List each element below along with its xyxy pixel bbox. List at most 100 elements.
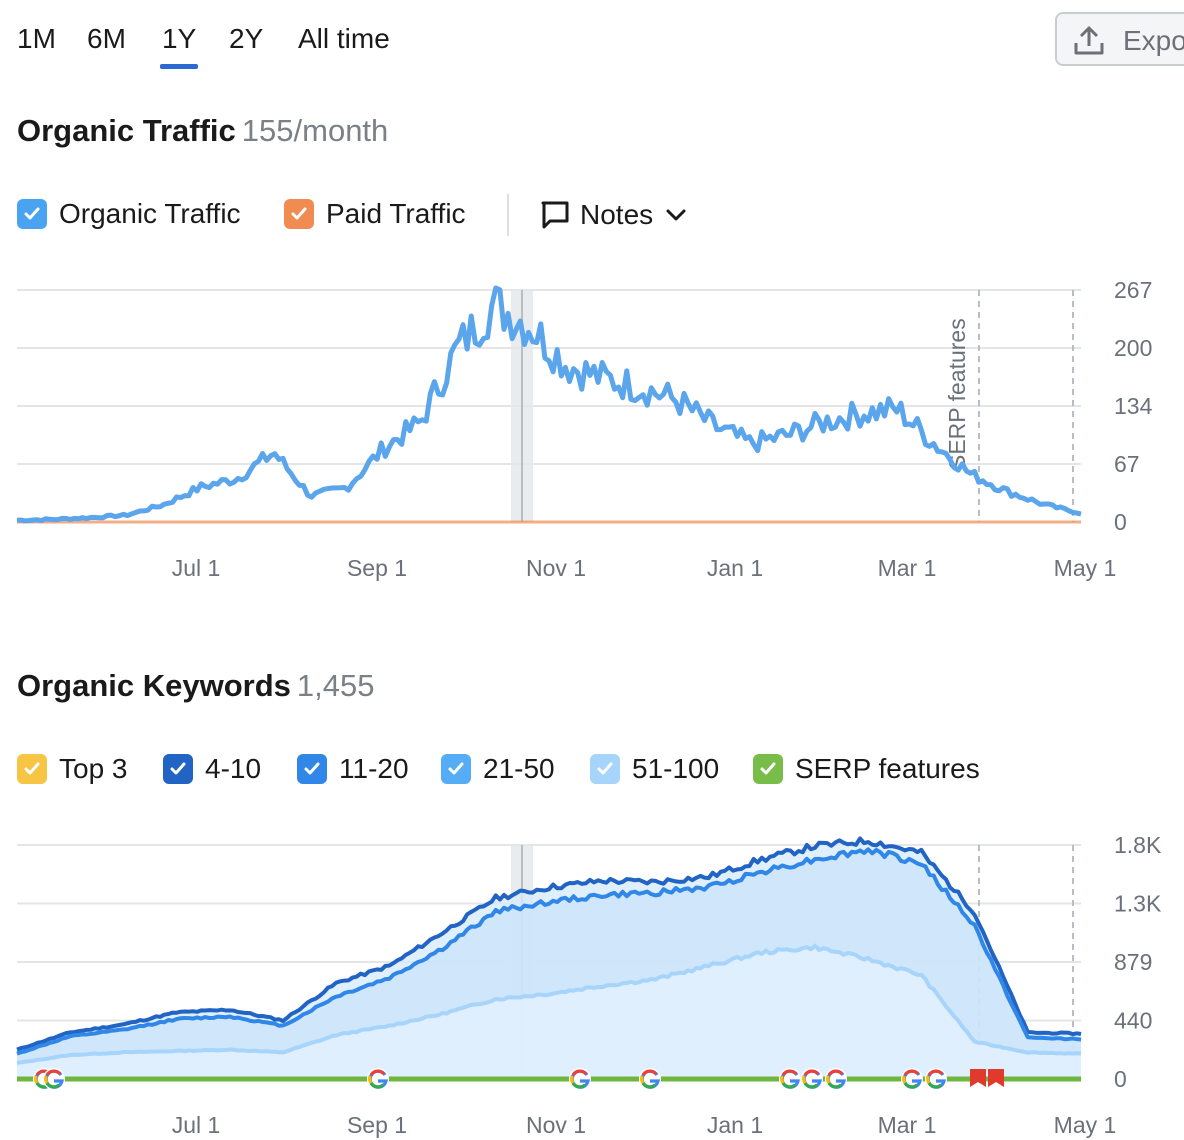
legend-label: Organic Traffic bbox=[59, 198, 241, 229]
google-icon-stroke bbox=[369, 1069, 386, 1076]
legend-serp-features[interactable]: SERP features bbox=[753, 752, 980, 786]
y-tick-label: 1.3K bbox=[1114, 891, 1162, 917]
tab-1y[interactable]: 1Y bbox=[159, 23, 199, 69]
checkbox-checked-icon bbox=[17, 199, 47, 229]
comment-icon bbox=[541, 201, 569, 229]
x-tick-label: Nov 1 bbox=[526, 1112, 586, 1138]
flag-icon-shape bbox=[970, 1069, 986, 1087]
legend-label: 4-10 bbox=[205, 753, 262, 784]
google-icon-stroke bbox=[927, 1081, 943, 1089]
google-icon-stroke bbox=[781, 1081, 797, 1089]
google-icon-stroke bbox=[45, 1081, 61, 1089]
google-icon-stroke bbox=[827, 1069, 844, 1076]
flag-icon bbox=[970, 1069, 986, 1087]
legend-21-50[interactable]: 21-50 bbox=[441, 752, 555, 786]
flag-icon bbox=[988, 1069, 1004, 1087]
checkbox-checked-icon bbox=[163, 754, 193, 784]
google-icon-stroke bbox=[927, 1069, 944, 1076]
tab-6m[interactable]: 6M bbox=[87, 23, 126, 54]
y-tick-label: 1.8K bbox=[1114, 832, 1162, 858]
notes-dropdown[interactable]: Notes bbox=[540, 197, 687, 233]
google-icon-stroke bbox=[640, 1075, 645, 1084]
legend-top-3[interactable]: Top 3 bbox=[17, 752, 128, 786]
y-tick-label: 0 bbox=[1114, 1066, 1127, 1092]
area-51-100 bbox=[17, 945, 1081, 1079]
x-tick-label: Jul 1 bbox=[172, 1112, 221, 1138]
legend-label: 11-20 bbox=[339, 753, 409, 784]
export-button[interactable]: Expo bbox=[1055, 12, 1184, 66]
tab-2y[interactable]: 2Y bbox=[229, 23, 264, 54]
google-icon-stroke bbox=[903, 1081, 919, 1089]
legend-paid-traffic[interactable]: Paid Traffic bbox=[284, 197, 466, 231]
google-icon bbox=[801, 1068, 823, 1090]
google-icon-stroke bbox=[926, 1075, 931, 1084]
y-tick-label: 440 bbox=[1114, 1008, 1152, 1034]
y-tick-label: 134 bbox=[1114, 393, 1153, 419]
google-icon bbox=[925, 1068, 947, 1090]
x-tick-label: May 1 bbox=[1054, 555, 1117, 581]
y-tick-label: 0 bbox=[1114, 509, 1127, 535]
tab-all-time[interactable]: All time bbox=[298, 23, 390, 54]
annotation-label: SERP features bbox=[944, 318, 970, 470]
legend-organic-traffic[interactable]: Organic Traffic bbox=[17, 197, 241, 231]
x-tick-label: Mar 1 bbox=[878, 555, 937, 581]
checkbox-checked-icon bbox=[753, 754, 783, 784]
google-icon-stroke bbox=[45, 1069, 62, 1076]
series-11-20 bbox=[16, 847, 1082, 1056]
y-tick-label: 879 bbox=[1114, 949, 1152, 975]
google-icon bbox=[779, 1068, 801, 1090]
traffic-chart: 0 67 134 200 267 Jul 1 Sep 1 Nov 1 Jan 1 Mar 1 May… bbox=[16, 277, 1153, 581]
x-tick-label: Sep 1 bbox=[347, 555, 407, 581]
google-icon bbox=[367, 1068, 389, 1090]
google-icon-stroke bbox=[827, 1081, 843, 1089]
google-icon-stroke bbox=[641, 1081, 657, 1089]
keywords-value: 1,455 bbox=[296, 668, 375, 703]
x-tick-label: Sep 1 bbox=[347, 1112, 407, 1138]
keywords-title: Organic Keywords 1,455 bbox=[17, 667, 375, 705]
google-icon-stroke bbox=[44, 1075, 49, 1084]
flag-icon-shape bbox=[988, 1069, 1004, 1087]
google-icon-stroke bbox=[570, 1075, 575, 1084]
tab-1m[interactable]: 1M bbox=[17, 23, 56, 54]
google-icon bbox=[569, 1068, 591, 1090]
google-icon-stroke bbox=[902, 1075, 907, 1084]
traffic-title: Organic Traffic 155/month bbox=[17, 112, 388, 150]
series-51-100 bbox=[16, 943, 1082, 1065]
legend-11-20[interactable]: 11-20 bbox=[297, 752, 409, 786]
traffic-title-text: Organic Traffic bbox=[17, 113, 236, 148]
google-icon-stroke bbox=[903, 1069, 920, 1076]
google-icon-stroke bbox=[571, 1081, 587, 1089]
chevron-down-icon bbox=[666, 209, 686, 221]
checkbox-checked-icon bbox=[590, 754, 620, 784]
x-tick-label: Nov 1 bbox=[526, 555, 586, 581]
y-tick-label: 267 bbox=[1114, 277, 1152, 303]
google-icon-stroke bbox=[826, 1075, 831, 1084]
traffic-value: 155/month bbox=[241, 113, 389, 148]
google-icon-stroke bbox=[369, 1081, 385, 1089]
y-tick-label: 67 bbox=[1114, 451, 1140, 477]
legend-label: 21-50 bbox=[483, 753, 555, 784]
legend-label: 51-100 bbox=[632, 753, 720, 784]
google-icon-stroke bbox=[803, 1081, 819, 1089]
checkbox-checked-icon bbox=[17, 754, 47, 784]
google-icon-stroke bbox=[368, 1075, 373, 1084]
legend-label: Top 3 bbox=[59, 753, 128, 784]
google-icon-stroke bbox=[803, 1069, 820, 1076]
google-icon-stroke bbox=[781, 1069, 798, 1076]
google-icon bbox=[825, 1068, 847, 1090]
google-icon-stroke bbox=[780, 1075, 785, 1084]
google-icon bbox=[639, 1068, 661, 1090]
x-tick-label: Jan 1 bbox=[707, 1112, 763, 1138]
x-tick-label: Jul 1 bbox=[172, 555, 221, 581]
notes-label: Notes bbox=[580, 199, 654, 230]
legend-51-100[interactable]: 51-100 bbox=[590, 752, 719, 786]
google-icon bbox=[43, 1068, 65, 1090]
google-icon-stroke bbox=[641, 1069, 658, 1076]
upload-icon bbox=[1074, 26, 1104, 55]
x-tick-label: May 1 bbox=[1054, 1112, 1117, 1138]
legend-label: Paid Traffic bbox=[326, 198, 466, 229]
checkbox-checked-icon bbox=[284, 199, 314, 229]
legend-4-10[interactable]: 4-10 bbox=[163, 752, 261, 786]
google-icon-stroke bbox=[34, 1075, 39, 1084]
legend-divider bbox=[507, 194, 509, 236]
